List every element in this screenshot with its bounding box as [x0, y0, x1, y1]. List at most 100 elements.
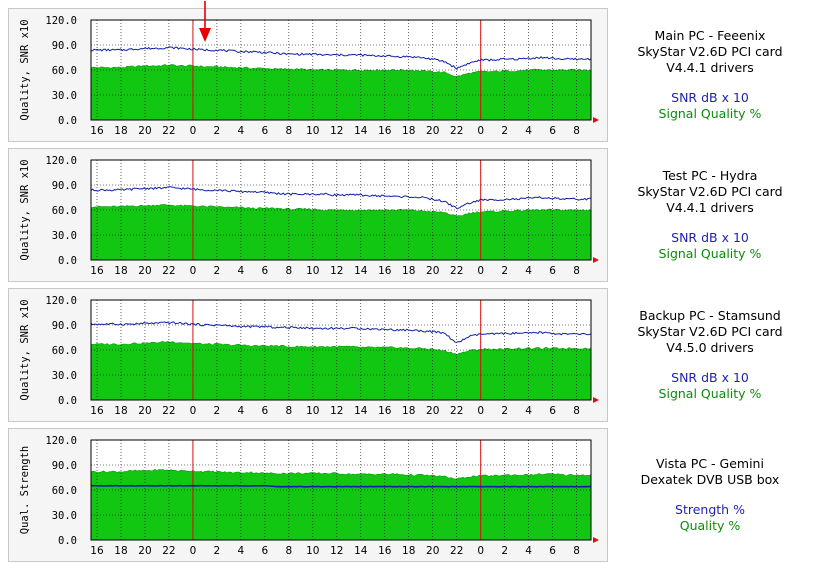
grid	[91, 440, 591, 540]
arrow-head	[199, 28, 211, 42]
chart-panel-test-pc: 0.0 30.0 60.0 90.0 120.0 16 18 20 22 0 2 4 6 8 10 12 14 1…	[8, 148, 608, 282]
legend-main-pc: Main PC - Feeenix SkyStar V2.6D PCI card…	[612, 28, 808, 122]
plot-frame	[90, 299, 592, 401]
axis-arrow-icon	[593, 257, 599, 263]
y-tick-label: 120.0	[45, 15, 77, 27]
x-tick-label: 2	[501, 545, 508, 557]
x-tick-label: 8	[573, 545, 580, 557]
legend-series-area: Signal Quality %	[658, 386, 762, 401]
x-tick-label: 16	[90, 545, 104, 557]
y-tick-label: 60.0	[52, 345, 77, 357]
legend-driver: V4.4.1 drivers	[666, 200, 754, 215]
axis-arrow-icon	[593, 117, 599, 123]
y-tick-label: 0.0	[58, 255, 77, 267]
x-tick-label: 20	[138, 545, 151, 557]
legend-series-line: Strength %	[675, 502, 745, 517]
y-tick-label: 30.0	[52, 230, 77, 242]
x-tick-label: 8	[573, 265, 580, 277]
legend-test-pc: Test PC - Hydra SkyStar V2.6D PCI card V…	[612, 168, 808, 262]
x-tick-label: 10	[306, 265, 319, 277]
x-tick-label: 22	[162, 545, 175, 557]
x-tick-label: 4	[525, 405, 532, 417]
x-tick-label: 6	[549, 405, 556, 417]
x-tick-label: 20	[138, 125, 151, 137]
x-tick-label: 22	[450, 545, 463, 557]
x-tick-label: 18	[114, 545, 127, 557]
y-tick-label: 60.0	[52, 485, 77, 497]
chart-panel-main-pc: 0.0 30.0 60.0 90.0 120.0 16 18 20 22 0 2 4 6 8 10 12 14 1…	[8, 8, 608, 142]
x-tick-label: 16	[378, 125, 392, 137]
chart-panel-vista-pc: 0.0 30.0 60.0 90.0 120.0 16 18 20 22 0 2 4 6 8 10 12 14 1…	[8, 428, 608, 562]
x-tick-label: 22	[450, 405, 463, 417]
y-axis-label: Qual. Strength	[19, 446, 31, 535]
x-tick-label: 12	[330, 265, 343, 277]
y-tick-label: 0.0	[58, 395, 77, 407]
y-axis-label: Quality, SNR x10	[19, 299, 31, 400]
grid	[91, 300, 591, 400]
x-tick-label: 20	[426, 405, 439, 417]
quality-area-edge	[90, 468, 592, 480]
x-tick-label: 12	[330, 405, 343, 417]
snr-line	[90, 186, 592, 209]
quality-area-group	[90, 468, 592, 540]
x-tick-label: 16	[90, 405, 104, 417]
quality-area-group	[90, 64, 592, 120]
legend-series-area: Quality %	[679, 518, 741, 533]
x-tick-label: 2	[214, 405, 221, 417]
legend-vista-pc: Vista PC - Gemini Dexatek DVB USB box St…	[612, 456, 808, 534]
x-tick-label: 4	[238, 125, 245, 137]
quality-area-edge	[90, 340, 592, 356]
x-tick-label: 4	[525, 265, 532, 277]
x-tick-label: 18	[402, 545, 415, 557]
x-tick-label: 18	[114, 125, 127, 137]
y-tick-label: 120.0	[45, 295, 77, 307]
x-tick-label: 18	[114, 405, 127, 417]
x-tick-label: 6	[549, 545, 556, 557]
x-tick-label: 20	[138, 265, 151, 277]
legend-title: Vista PC - Gemini	[656, 456, 764, 471]
plot-frame	[90, 159, 592, 261]
x-tick-label: 10	[306, 125, 319, 137]
x-tick-label: 2	[214, 125, 221, 137]
y-tick-label: 120.0	[45, 155, 77, 167]
x-tick-label: 8	[285, 545, 292, 557]
x-tick-label: 0	[477, 125, 484, 137]
x-tick-label: 18	[114, 265, 127, 277]
x-tick-label: 22	[450, 125, 463, 137]
x-tick-label: 2	[214, 545, 221, 557]
x-tick-label: 0	[190, 125, 197, 137]
legend-driver: V4.4.1 drivers	[666, 60, 754, 75]
snr-line	[90, 484, 592, 488]
x-tick-label: 16	[378, 545, 392, 557]
x-tick-label: 6	[262, 265, 269, 277]
x-tick-label: 18	[402, 265, 415, 277]
x-tick-label: 8	[573, 125, 580, 137]
legend-series-line: SNR dB x 10	[671, 230, 749, 245]
x-tick-label: 4	[238, 545, 245, 557]
y-tick-label: 60.0	[52, 205, 77, 217]
plot-frame	[90, 439, 592, 541]
x-tick-label: 14	[354, 265, 368, 277]
x-tick-label: 20	[426, 125, 439, 137]
y-tick-label: 0.0	[58, 115, 77, 127]
x-tick-label: 6	[262, 405, 269, 417]
y-axis-label: Quality, SNR x10	[19, 19, 31, 120]
legend-device: SkyStar V2.6D PCI card	[637, 44, 783, 59]
x-tick-label: 0	[190, 545, 197, 557]
y-tick-label: 90.0	[52, 180, 77, 192]
y-tick-label: 90.0	[52, 320, 77, 332]
quality-area	[91, 204, 591, 260]
axis-arrow-icon	[593, 397, 599, 403]
x-tick-label: 20	[426, 265, 439, 277]
x-tick-label: 4	[238, 265, 245, 277]
axis-arrow-icon	[593, 537, 599, 543]
x-tick-label: 8	[285, 405, 292, 417]
x-tick-label: 16	[378, 405, 392, 417]
x-tick-label: 16	[90, 265, 104, 277]
x-tick-label: 20	[426, 545, 439, 557]
x-tick-label: 4	[238, 405, 245, 417]
